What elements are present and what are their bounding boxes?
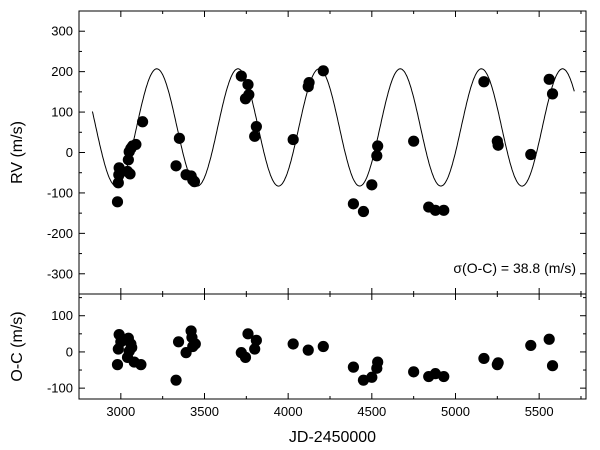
x-tick-label: 3000 [106,404,135,419]
data-point [372,140,384,152]
y-tick-label: 200 [51,64,73,79]
data-point [302,344,314,356]
x-tick-label: 5000 [441,404,470,419]
data-point [287,133,299,146]
data-point [250,121,262,133]
y-tick-label: 100 [51,105,73,120]
oc-data-points [111,325,559,386]
data-point [525,339,537,352]
data-point [408,366,420,378]
data-point [189,338,201,350]
data-point [357,205,370,218]
sigma-oc-annotation: σ(O-C) = 38.8 (m/s) [453,260,576,276]
data-point [492,139,504,151]
data-point [111,359,124,371]
data-point [170,160,182,172]
oc-panel: -100 0 100 O-C (m/s) [9,293,587,400]
data-point [130,138,142,151]
data-point [112,177,124,189]
data-point [347,198,360,210]
x-axis-title: JD-2450000 [289,429,376,446]
data-point [170,374,182,386]
data-point [173,132,185,144]
oc-plot-frame [78,293,587,400]
data-point [366,371,378,383]
data-point [242,328,254,340]
data-point [135,359,147,371]
data-point [317,340,329,353]
keplerian-fit-curve [91,68,575,187]
data-point [111,196,124,208]
data-point [371,150,383,162]
data-point [429,204,442,216]
data-point [492,357,504,369]
data-point [408,135,420,147]
y-tick-label: -100 [47,185,73,200]
rv-panel: -300 -200 -100 0 100 200 300 σ(O-C) = 38.8 (m/… [9,10,587,295]
data-point [287,338,299,350]
x-tick-label: 3500 [190,404,219,419]
rv-plot-frame [78,10,587,295]
x-axis: 3000 3500 4000 4500 5000 5500 [106,404,553,419]
data-point [372,356,384,368]
rv-y-axis-title: RV (m/s) [9,121,26,184]
data-point [478,76,490,88]
data-point [366,179,378,191]
data-point [543,73,555,85]
data-point [546,88,559,100]
data-point [438,370,450,383]
data-point [126,341,138,354]
y-tick-label: 300 [51,24,73,39]
oc-y-axis: -100 0 100 [47,294,586,399]
data-point [317,65,329,77]
data-point [525,148,537,161]
rv-y-axis: -300 -200 -100 0 100 200 300 [47,10,586,295]
rv-data-points [111,65,559,218]
y-tick-label: -300 [47,266,73,281]
x-tick-label: 4000 [274,404,303,419]
data-point [172,336,185,348]
y-tick-label: 0 [66,145,73,160]
data-point [347,361,360,373]
data-point [303,76,315,89]
data-point [546,360,559,372]
y-tick-label: 100 [51,308,73,323]
y-tick-label: -100 [47,381,73,396]
x-tick-label: 5500 [525,404,554,419]
data-point [113,162,125,174]
data-point [478,352,490,365]
data-point [438,204,450,216]
data-point [543,333,555,345]
data-point [243,89,255,101]
data-point [122,154,134,166]
y-tick-label: 0 [66,344,73,359]
data-point [250,334,262,346]
data-point [249,343,261,355]
data-point [124,168,136,180]
data-point [249,130,261,142]
data-point [188,176,201,188]
data-point [235,70,247,82]
data-point [239,351,252,363]
data-point [136,116,149,128]
oc-y-axis-title: O-C (m/s) [9,311,26,381]
x-tick-label: 4500 [357,404,386,419]
data-point [242,78,254,91]
y-tick-label: -200 [47,226,73,241]
